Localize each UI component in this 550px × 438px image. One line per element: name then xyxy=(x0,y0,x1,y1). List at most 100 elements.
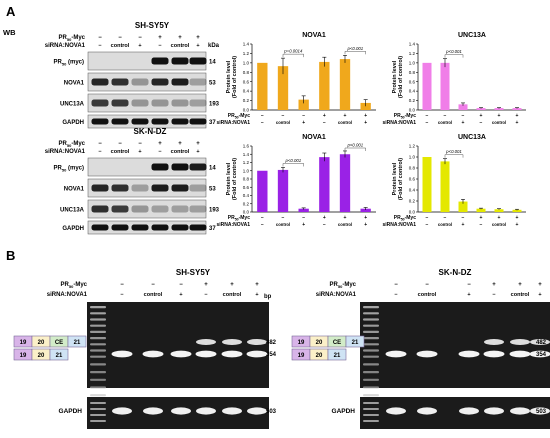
gel-gapdh-label: GAPDH xyxy=(59,408,83,415)
wb-cell-line-title: SH-SY5Y xyxy=(135,21,170,30)
chart-pvalue-label: p<0.001 xyxy=(285,158,302,163)
gel-ladder-band xyxy=(363,337,379,340)
chart-x-sirna-value: + xyxy=(364,120,367,126)
wb-band xyxy=(151,184,169,192)
bar-chart-1: UNC13A 0.0 0.2 0.4 0.6 0.8 1.0 1.2 1.4 Protein le… xyxy=(382,32,526,126)
exon-long-b-label: CE xyxy=(333,340,341,346)
chart-title: NOVA1 xyxy=(302,134,326,141)
gel-ladder-band xyxy=(363,363,379,366)
chart-y-tick-label: 1.2 xyxy=(243,51,250,56)
chart-x-sirna-label: siRNA:NOVA1 xyxy=(216,222,250,228)
chart-x-pr-label: PR50-Myc xyxy=(228,215,250,222)
wb-blot-label: NOVA1 xyxy=(64,81,85,87)
bar-chart-2: NOVA1 0.0 0.2 0.4 0.6 0.8 1.0 1.2 1.4 1.6 Protein … xyxy=(216,134,376,228)
chart-x-pr-value: + xyxy=(344,215,347,221)
chart-x-sirna-label: siRNA:NOVA1 xyxy=(216,120,250,126)
exon-long-a-label: 19 xyxy=(20,340,27,346)
chart-bar xyxy=(277,66,289,110)
chart-x-sirna-value: − xyxy=(261,222,264,228)
gel-band-354 xyxy=(509,350,531,358)
chart-bar xyxy=(422,157,432,212)
wb-band xyxy=(189,163,207,171)
wb-row-pr-label: PR50-Myc xyxy=(59,141,86,148)
exon-short-a-label: 21 xyxy=(56,353,63,359)
gel-gapdh-band xyxy=(143,407,163,415)
wb-col-sirna-3: − xyxy=(158,43,161,49)
gel-gapdh-band xyxy=(510,407,530,415)
chart-pvalue-bracket xyxy=(344,147,366,151)
wb-col-pr-0: − xyxy=(98,141,102,147)
wb-col-sirna-4: control xyxy=(171,149,190,155)
gel-bp-482: 482 xyxy=(536,340,547,346)
chart-y-tick-label: 0.4 xyxy=(409,188,416,193)
gel-band-482 xyxy=(247,339,267,345)
wb-col-pr-2: − xyxy=(138,35,142,41)
wb-band xyxy=(151,99,169,107)
chart-y-tick-label: 0.8 xyxy=(243,177,250,182)
chart-x-sirna-value: − xyxy=(426,120,429,126)
gel-col-sirna-1: control xyxy=(418,292,437,298)
gel-ladder-band xyxy=(363,386,379,389)
wb-row-sirna-label: siRNA:NOVA1 xyxy=(45,149,86,155)
chart-x-sirna-label: siRNA:NOVA1 xyxy=(382,120,416,126)
exon-long-b-label: 21 xyxy=(352,340,359,346)
exon-long-a-box xyxy=(67,335,87,348)
chart-bar xyxy=(298,99,309,110)
gel-ladder-band xyxy=(90,378,106,381)
gel-gapdh-band xyxy=(530,407,550,415)
chart-y-tick-label: 0.0 xyxy=(409,108,416,113)
chart-x-pr-value: − xyxy=(261,113,264,119)
chart-title: NOVA1 xyxy=(302,32,326,39)
wb-col-pr-4: + xyxy=(178,35,182,41)
chart-y-tick-label: 0.2 xyxy=(409,199,416,204)
wb-row-sirna-label: siRNA:NOVA1 xyxy=(45,43,86,49)
chart-bar xyxy=(476,208,486,212)
gel-ladder-band xyxy=(90,306,106,309)
gel-band-482 xyxy=(196,339,216,345)
wb-band xyxy=(111,118,129,125)
wb-band xyxy=(171,205,189,213)
panel-b-label: B xyxy=(6,248,15,263)
chart-bar xyxy=(422,62,432,110)
wb-col-sirna-2: + xyxy=(138,149,141,155)
wb-band xyxy=(91,99,109,107)
chart-x-pr-value: + xyxy=(364,215,367,221)
chart-x-sirna-value: − xyxy=(480,120,483,126)
chart-y-tick-label: 1.2 xyxy=(243,160,250,165)
gel-band-354 xyxy=(385,350,407,358)
gel-sh-sy5y: SH-SY5Y PR50-Myc siRNA:NOVA1 bp − − − + + + − c… xyxy=(47,268,277,429)
chart-x-pr-label: PR50-Myc xyxy=(228,113,250,120)
wb-band xyxy=(189,78,207,86)
gel-ladder-band xyxy=(90,337,106,340)
wb-col-pr-3: + xyxy=(158,141,162,147)
wb-col-sirna-5: + xyxy=(196,43,199,49)
gel-bp-354: 354 xyxy=(266,352,277,358)
chart-y-tick-label: 0.6 xyxy=(243,79,250,84)
gel-ladder-band xyxy=(363,306,379,309)
gel-row-pr-label: PR50-Myc xyxy=(61,282,88,289)
wb-band xyxy=(91,184,109,192)
wb-section-sk-n-dz: SK-N-DZ PR50-Myc siRNA:NOVA1 − − − + + + − cont… xyxy=(45,127,220,235)
chart-x-sirna-value: + xyxy=(364,222,367,228)
exon-short-b-box xyxy=(327,348,347,361)
wb-kda-value: 53 xyxy=(209,81,216,87)
chart-y-tick-label: 0.0 xyxy=(243,210,250,215)
chart-pvalue-label: p<0.001 xyxy=(445,49,462,54)
wb-band xyxy=(111,78,129,86)
gel-col-sirna-5: + xyxy=(255,292,258,298)
gel-col-sirna-4: control xyxy=(511,292,530,298)
chart-y-tick-label: 0.6 xyxy=(409,177,416,182)
chart-x-sirna-value: control xyxy=(338,120,352,125)
exon-long-b-label: 19 xyxy=(298,340,305,346)
gel-ladder-band xyxy=(363,371,379,374)
wb-band xyxy=(171,184,189,192)
wb-col-pr-1: − xyxy=(118,141,122,147)
chart-bar xyxy=(277,169,289,212)
gel-bp-354: 354 xyxy=(536,352,547,358)
wb-col-sirna-1: control xyxy=(111,43,130,49)
chart-x-pr-value: + xyxy=(498,215,501,221)
wb-band xyxy=(189,118,207,125)
chart-pvalue-bracket xyxy=(282,163,304,167)
chart-x-pr-value: + xyxy=(480,215,483,221)
